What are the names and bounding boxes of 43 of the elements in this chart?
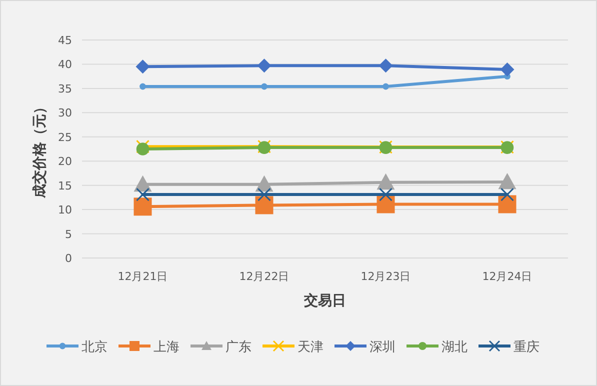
point [382,83,389,90]
legend-label: 广东 [226,340,252,355]
x-tick-label: 12月24日 [482,270,532,283]
x-tick-label: 12月23日 [360,270,411,283]
point [500,188,514,202]
y-axis-title: 成交价格（元） [31,100,48,199]
y-tick-label: 35 [58,82,72,96]
point [140,83,146,90]
x-axis-title: 交易日 [303,292,346,309]
y-tick-label: 45 [58,34,72,47]
point [255,175,274,192]
legend-label: 北京 [82,340,108,355]
y-tick-label: 40 [58,58,72,72]
point [379,188,392,202]
point [500,62,514,77]
point [261,83,268,90]
y-tick-label: 25 [58,130,72,144]
point [136,140,150,154]
point [258,188,271,202]
point [257,58,272,73]
point [255,196,274,214]
y-tick-label: 20 [58,155,72,168]
point [136,60,150,74]
y-tick-label: 15 [58,179,72,192]
point [134,198,152,216]
legend-label: 天津 [298,340,324,355]
legend-label: 湖北 [442,340,468,355]
point [136,188,150,202]
point [134,175,152,192]
point [498,172,516,190]
point [378,58,393,73]
y-tick-label: 0 [65,252,72,265]
legend-label: 深圳 [370,340,396,355]
legend-label: 重庆 [514,340,540,355]
legend-label: 上海 [154,340,180,355]
x-tick-label: 12月21日 [118,270,168,283]
point [376,173,395,190]
y-tick-label: 5 [65,228,72,241]
y-tick-label: 10 [58,204,72,217]
x-tick-label: 12月22日 [239,270,290,283]
point [498,195,516,214]
y-tick-label: 30 [58,106,72,120]
point [136,142,150,156]
